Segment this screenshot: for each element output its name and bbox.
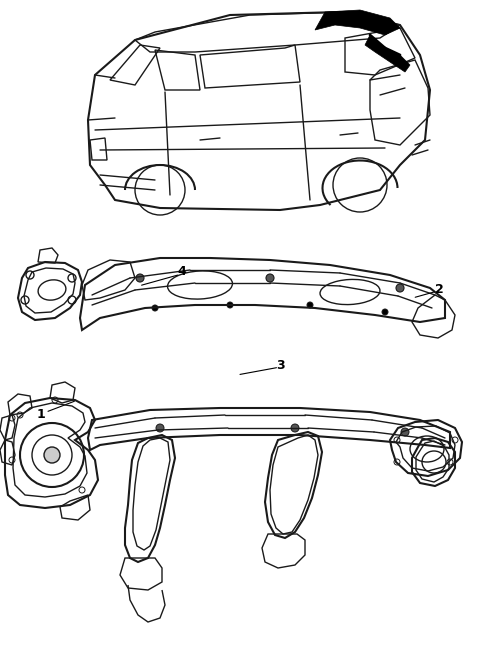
- Circle shape: [382, 309, 388, 315]
- Text: 4: 4: [177, 265, 186, 278]
- Circle shape: [227, 302, 233, 308]
- Text: 3: 3: [276, 358, 285, 372]
- Circle shape: [44, 447, 60, 463]
- Circle shape: [291, 424, 299, 432]
- Text: 1: 1: [36, 407, 45, 421]
- Polygon shape: [365, 35, 410, 72]
- Polygon shape: [315, 10, 400, 35]
- Circle shape: [401, 428, 409, 436]
- Circle shape: [396, 284, 404, 292]
- Text: 2: 2: [435, 283, 444, 297]
- Circle shape: [136, 274, 144, 282]
- Circle shape: [307, 302, 313, 308]
- Circle shape: [266, 274, 274, 282]
- Circle shape: [156, 424, 164, 432]
- Circle shape: [152, 305, 158, 311]
